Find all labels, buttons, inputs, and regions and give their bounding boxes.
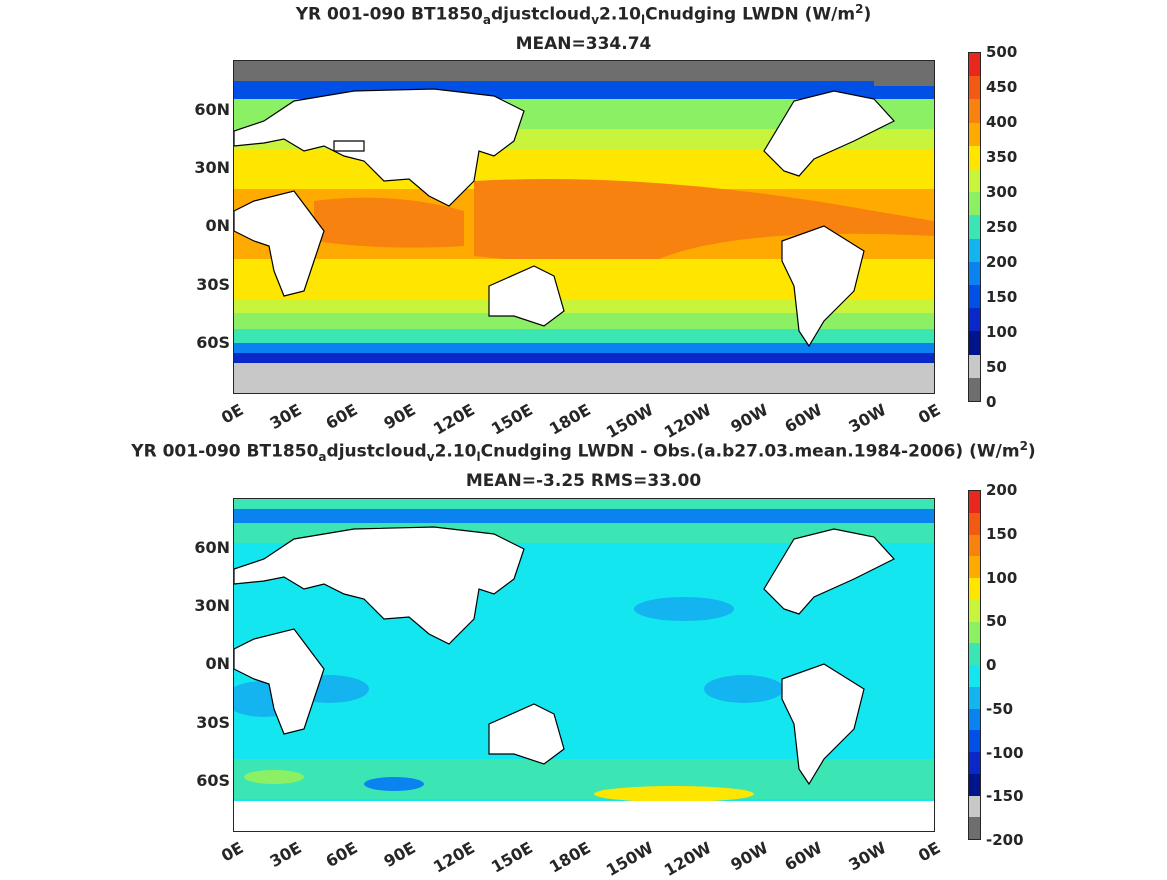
colorbar-swatch — [969, 377, 980, 402]
colorbar-tick-label: 100 — [986, 323, 1018, 341]
lon-tick: 30E — [266, 838, 305, 872]
lon-tick: 90W — [727, 838, 772, 875]
colorbar-swatch — [969, 578, 980, 600]
colorbar-swatch — [969, 53, 980, 77]
lat-tick: 60S — [196, 333, 230, 352]
lat-tick: 60S — [196, 771, 230, 790]
colorbar-tick-label: 150 — [986, 288, 1018, 306]
colorbar-swatch — [969, 76, 980, 100]
lon-tick: 60E — [322, 838, 361, 872]
lat-tick: 30N — [194, 596, 230, 615]
colorbar-swatch — [969, 145, 980, 170]
lon-tick: 120E — [429, 400, 478, 439]
lat-tick: 30N — [194, 158, 230, 177]
colorbar-swatch — [969, 795, 980, 818]
colorbar-swatch — [969, 491, 980, 513]
colorbar-tick-label: 50 — [986, 612, 1007, 631]
colorbar-swatch — [969, 99, 980, 123]
colorbar-tick-label: 100 — [986, 568, 1018, 587]
lon-tick: 60E — [322, 400, 361, 434]
lon-tick: 0E — [914, 838, 944, 866]
lat-tick: 0N — [205, 216, 230, 235]
lon-tick: 150W — [602, 400, 657, 442]
colorbar-swatch — [969, 192, 980, 216]
lon-tick: 0E — [914, 400, 944, 428]
colorbar-swatch — [969, 169, 980, 193]
colorbar-tick-label: 0 — [986, 656, 997, 674]
lon-tick: 90W — [727, 400, 772, 437]
colorbar-swatch — [969, 238, 980, 262]
colorbar-2 — [968, 490, 981, 840]
lon-tick: 150W — [602, 838, 657, 880]
colorbar-1 — [968, 52, 981, 402]
colorbar-swatch — [969, 708, 980, 731]
colorbar-tick-label: 400 — [986, 113, 1018, 131]
panel2-stats: MEAN=-3.25 RMS=33.00 — [465, 471, 702, 491]
colorbar-tick-label: 250 — [986, 218, 1018, 236]
lon-tick: 180E — [545, 400, 594, 439]
colorbar-swatch — [969, 686, 980, 709]
colorbar-swatch — [969, 730, 980, 752]
lon-tick: 150E — [487, 400, 536, 439]
colorbar-swatch — [969, 354, 980, 378]
lon-tick: 120E — [429, 838, 478, 877]
colorbar-swatch — [969, 556, 980, 578]
panel1-map — [233, 60, 935, 394]
colorbar-swatch — [969, 285, 980, 309]
colorbar-swatch — [969, 817, 980, 839]
lon-tick: 0E — [217, 400, 247, 428]
colorbar-tick-label: 450 — [986, 78, 1018, 96]
colorbar-tick-label: 200 — [986, 481, 1018, 499]
lat-tick: 30S — [196, 275, 230, 294]
colorbar-tick-label: -100 — [986, 743, 1024, 762]
colorbar-tick-label: 350 — [986, 148, 1018, 166]
colorbar-swatch — [969, 512, 980, 535]
colorbar-swatch — [969, 752, 980, 774]
lat-tick: 60N — [194, 100, 230, 119]
colorbar-swatch — [969, 122, 980, 146]
panel2-map — [233, 498, 935, 832]
colorbar-tick-label: -150 — [986, 787, 1024, 806]
lon-tick: 120W — [660, 400, 715, 442]
lon-tick: 30W — [845, 838, 890, 875]
colorbar-tick-label: -50 — [986, 699, 1014, 718]
colorbar-swatch — [969, 773, 980, 796]
colorbar-tick-label: 500 — [986, 43, 1018, 61]
colorbar-swatch — [969, 621, 980, 644]
colorbar-swatch — [969, 534, 980, 557]
colorbar-tick-label: 50 — [986, 358, 1007, 376]
panel1-title: YR 001-090 BT1850adjustcloudv2.10lCnudgi… — [295, 2, 872, 28]
colorbar-swatch — [969, 665, 980, 687]
panel2-title: YR 001-090 BT1850adjustcloudv2.10lCnudgi… — [131, 439, 1036, 465]
lon-tick: 180E — [545, 838, 594, 877]
colorbar-tick-label: 0 — [986, 393, 997, 411]
lon-tick: 0E — [217, 838, 247, 866]
panel1-stats: MEAN=334.74 — [515, 34, 652, 54]
colorbar-tick-label: -200 — [986, 831, 1024, 849]
colorbar-swatch — [969, 261, 980, 286]
lon-tick: 90E — [380, 838, 419, 872]
lon-tick: 150E — [487, 838, 536, 877]
lon-tick: 30E — [266, 400, 305, 434]
colorbar-swatch — [969, 643, 980, 665]
lon-tick: 120W — [660, 838, 715, 880]
colorbar-swatch — [969, 308, 980, 332]
colorbar-swatch — [969, 599, 980, 622]
lat-tick: 0N — [205, 654, 230, 673]
colorbar-tick-label: 200 — [986, 253, 1018, 271]
colorbar-swatch — [969, 331, 980, 355]
lon-tick: 60W — [781, 400, 826, 437]
colorbar-swatch — [969, 215, 980, 239]
lon-tick: 90E — [380, 400, 419, 434]
colorbar-tick-label: 150 — [986, 524, 1018, 543]
lat-tick: 60N — [194, 538, 230, 557]
lon-tick: 30W — [845, 400, 890, 437]
lat-tick: 30S — [196, 713, 230, 732]
colorbar-tick-label: 300 — [986, 183, 1018, 201]
lon-tick: 60W — [781, 838, 826, 875]
